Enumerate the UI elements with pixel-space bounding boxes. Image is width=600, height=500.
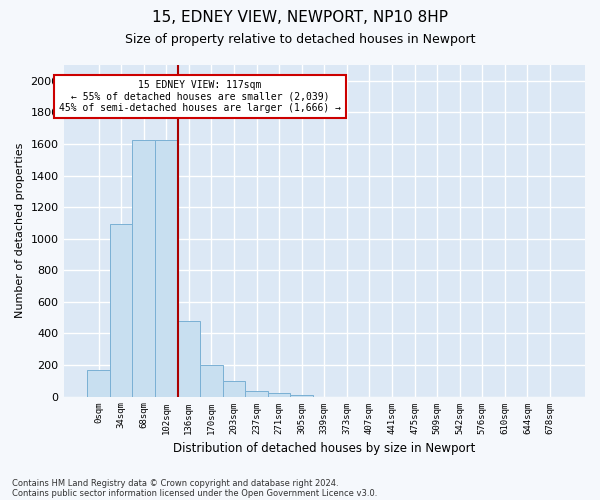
Bar — [133, 140, 155, 396]
Y-axis label: Number of detached properties: Number of detached properties — [15, 143, 25, 318]
Text: Contains public sector information licensed under the Open Government Licence v3: Contains public sector information licen… — [12, 488, 377, 498]
Text: 15 EDNEY VIEW: 117sqm
← 55% of detached houses are smaller (2,039)
45% of semi-d: 15 EDNEY VIEW: 117sqm ← 55% of detached … — [59, 80, 341, 113]
Text: 15, EDNEY VIEW, NEWPORT, NP10 8HP: 15, EDNEY VIEW, NEWPORT, NP10 8HP — [152, 10, 448, 25]
Text: Size of property relative to detached houses in Newport: Size of property relative to detached ho… — [125, 32, 475, 46]
Bar — [110, 224, 133, 396]
Bar — [200, 365, 223, 396]
Bar — [290, 395, 313, 396]
Bar — [87, 370, 110, 396]
Bar — [178, 321, 200, 396]
Bar — [245, 391, 268, 396]
Text: Contains HM Land Registry data © Crown copyright and database right 2024.: Contains HM Land Registry data © Crown c… — [12, 478, 338, 488]
Bar — [223, 381, 245, 396]
Bar — [268, 394, 290, 396]
Bar — [155, 140, 178, 396]
X-axis label: Distribution of detached houses by size in Newport: Distribution of detached houses by size … — [173, 442, 475, 455]
